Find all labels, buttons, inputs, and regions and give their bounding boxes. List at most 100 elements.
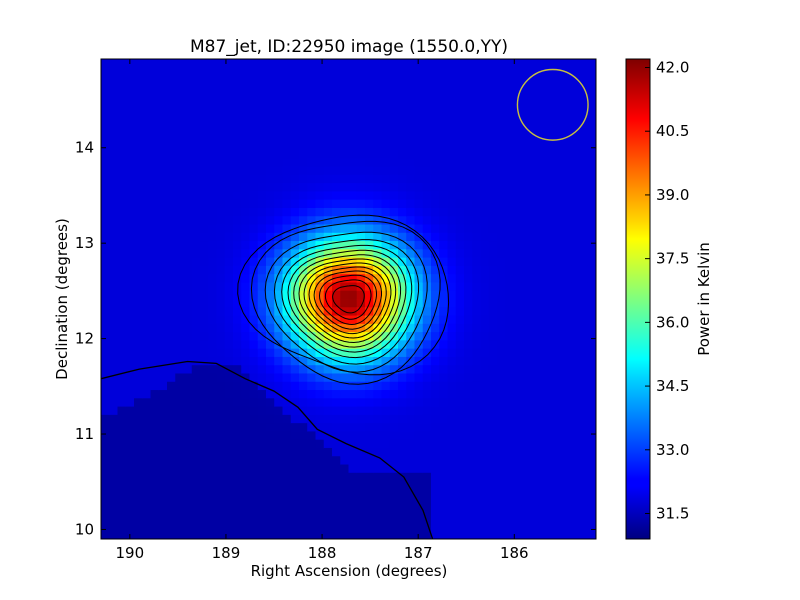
heatmap-cell (191, 125, 201, 135)
heatmap-cell (208, 332, 218, 341)
heatmap-cell (101, 150, 110, 159)
heatmap-cell (142, 199, 152, 209)
heatmap-cell (497, 423, 506, 433)
heatmap-cell (216, 166, 226, 176)
heatmap-cell (538, 158, 548, 168)
heatmap-cell (488, 356, 498, 366)
heatmap-cell (480, 514, 490, 524)
heatmap-cell (488, 514, 498, 524)
heatmap-cell (439, 166, 449, 176)
heatmap-cell (183, 191, 193, 201)
heatmap-cell (282, 447, 292, 457)
heatmap-cell (472, 414, 482, 424)
heatmap-cell (183, 265, 193, 275)
heatmap-cell (571, 414, 581, 424)
heatmap-cell (538, 207, 548, 217)
heatmap-cell (513, 373, 523, 383)
heatmap-cell (323, 481, 333, 490)
heatmap-cell (167, 348, 176, 358)
heatmap-cell (150, 299, 160, 308)
heatmap-cell (571, 141, 581, 151)
heatmap-cell (158, 249, 168, 259)
heatmap-cell (332, 100, 341, 110)
heatmap-cell (406, 108, 416, 118)
heatmap-cell (125, 398, 135, 408)
heatmap-cell (521, 59, 531, 68)
heatmap-cell (266, 241, 275, 250)
heatmap-cell (183, 522, 193, 532)
heatmap-cell (125, 92, 135, 101)
heatmap-cell (431, 447, 440, 457)
heatmap-cell (356, 59, 366, 68)
heatmap-cell (505, 191, 515, 201)
heatmap-cell (191, 108, 201, 118)
heatmap-cell (191, 232, 201, 242)
heatmap-cell (282, 216, 292, 226)
heatmap-cell (464, 83, 473, 93)
heatmap-cell (554, 514, 564, 524)
heatmap-cell (398, 290, 407, 300)
heatmap-cell (233, 431, 242, 441)
heatmap-cell (414, 472, 424, 482)
heatmap-cell (373, 323, 383, 333)
heatmap-cell (505, 100, 515, 110)
heatmap-cell (208, 489, 218, 499)
heatmap-cell (266, 199, 275, 209)
heatmap-cell (134, 323, 143, 333)
heatmap-cell (183, 332, 193, 341)
heatmap-cell (249, 158, 259, 168)
heatmap-cell (497, 489, 506, 499)
heatmap-cell (150, 497, 160, 507)
heatmap-cell (134, 166, 143, 176)
heatmap-cell (373, 199, 383, 209)
heatmap-cell (554, 199, 564, 209)
heatmap-cell (134, 92, 143, 101)
heatmap-cell (563, 356, 572, 366)
contour-line (273, 239, 420, 365)
heatmap-cell (134, 356, 143, 366)
heatmap-cell (538, 257, 548, 267)
heatmap-cell (365, 514, 374, 524)
heatmap-cell (167, 332, 176, 341)
heatmap-cell (117, 381, 127, 391)
heatmap-cell (208, 505, 218, 515)
heatmap-cell (150, 92, 160, 101)
heatmap-cell (340, 191, 350, 201)
heatmap-cell (101, 116, 110, 126)
heatmap-cell (158, 257, 168, 267)
heatmap-cell (109, 174, 119, 184)
heatmap-cell (274, 398, 284, 408)
heatmap-cell (158, 232, 168, 242)
heatmap-cell (224, 249, 234, 259)
heatmap-cell (323, 365, 333, 375)
heatmap-cell (134, 67, 143, 77)
heatmap-cell (587, 472, 596, 482)
heatmap-cell (142, 514, 152, 524)
heatmap-cell (563, 249, 572, 259)
heatmap-cell (373, 414, 383, 424)
heatmap-cell (183, 100, 193, 110)
heatmap-cell (381, 514, 391, 524)
heatmap-cell (208, 199, 218, 209)
heatmap-cell (422, 249, 432, 259)
heatmap-cell (398, 216, 407, 226)
heatmap-cell (315, 514, 325, 524)
heatmap-cell (538, 414, 548, 424)
heatmap-cell (348, 174, 358, 184)
heatmap-cell (208, 191, 218, 201)
heatmap-cell (546, 59, 556, 68)
heatmap-cell (158, 530, 168, 539)
heatmap-cell (101, 174, 110, 184)
heatmap-cell (546, 141, 556, 151)
heatmap-cell (530, 423, 539, 433)
heatmap-cell (439, 191, 449, 201)
heatmap-cell (241, 356, 251, 366)
heatmap-cell (134, 59, 143, 68)
heatmap-cell (365, 158, 374, 168)
heatmap-cell (381, 199, 391, 209)
heatmap-cell (340, 315, 350, 325)
heatmap-cell (373, 224, 383, 234)
heatmap-cell (505, 489, 515, 499)
heatmap-cell (513, 232, 523, 242)
heatmap-cell (348, 505, 358, 515)
